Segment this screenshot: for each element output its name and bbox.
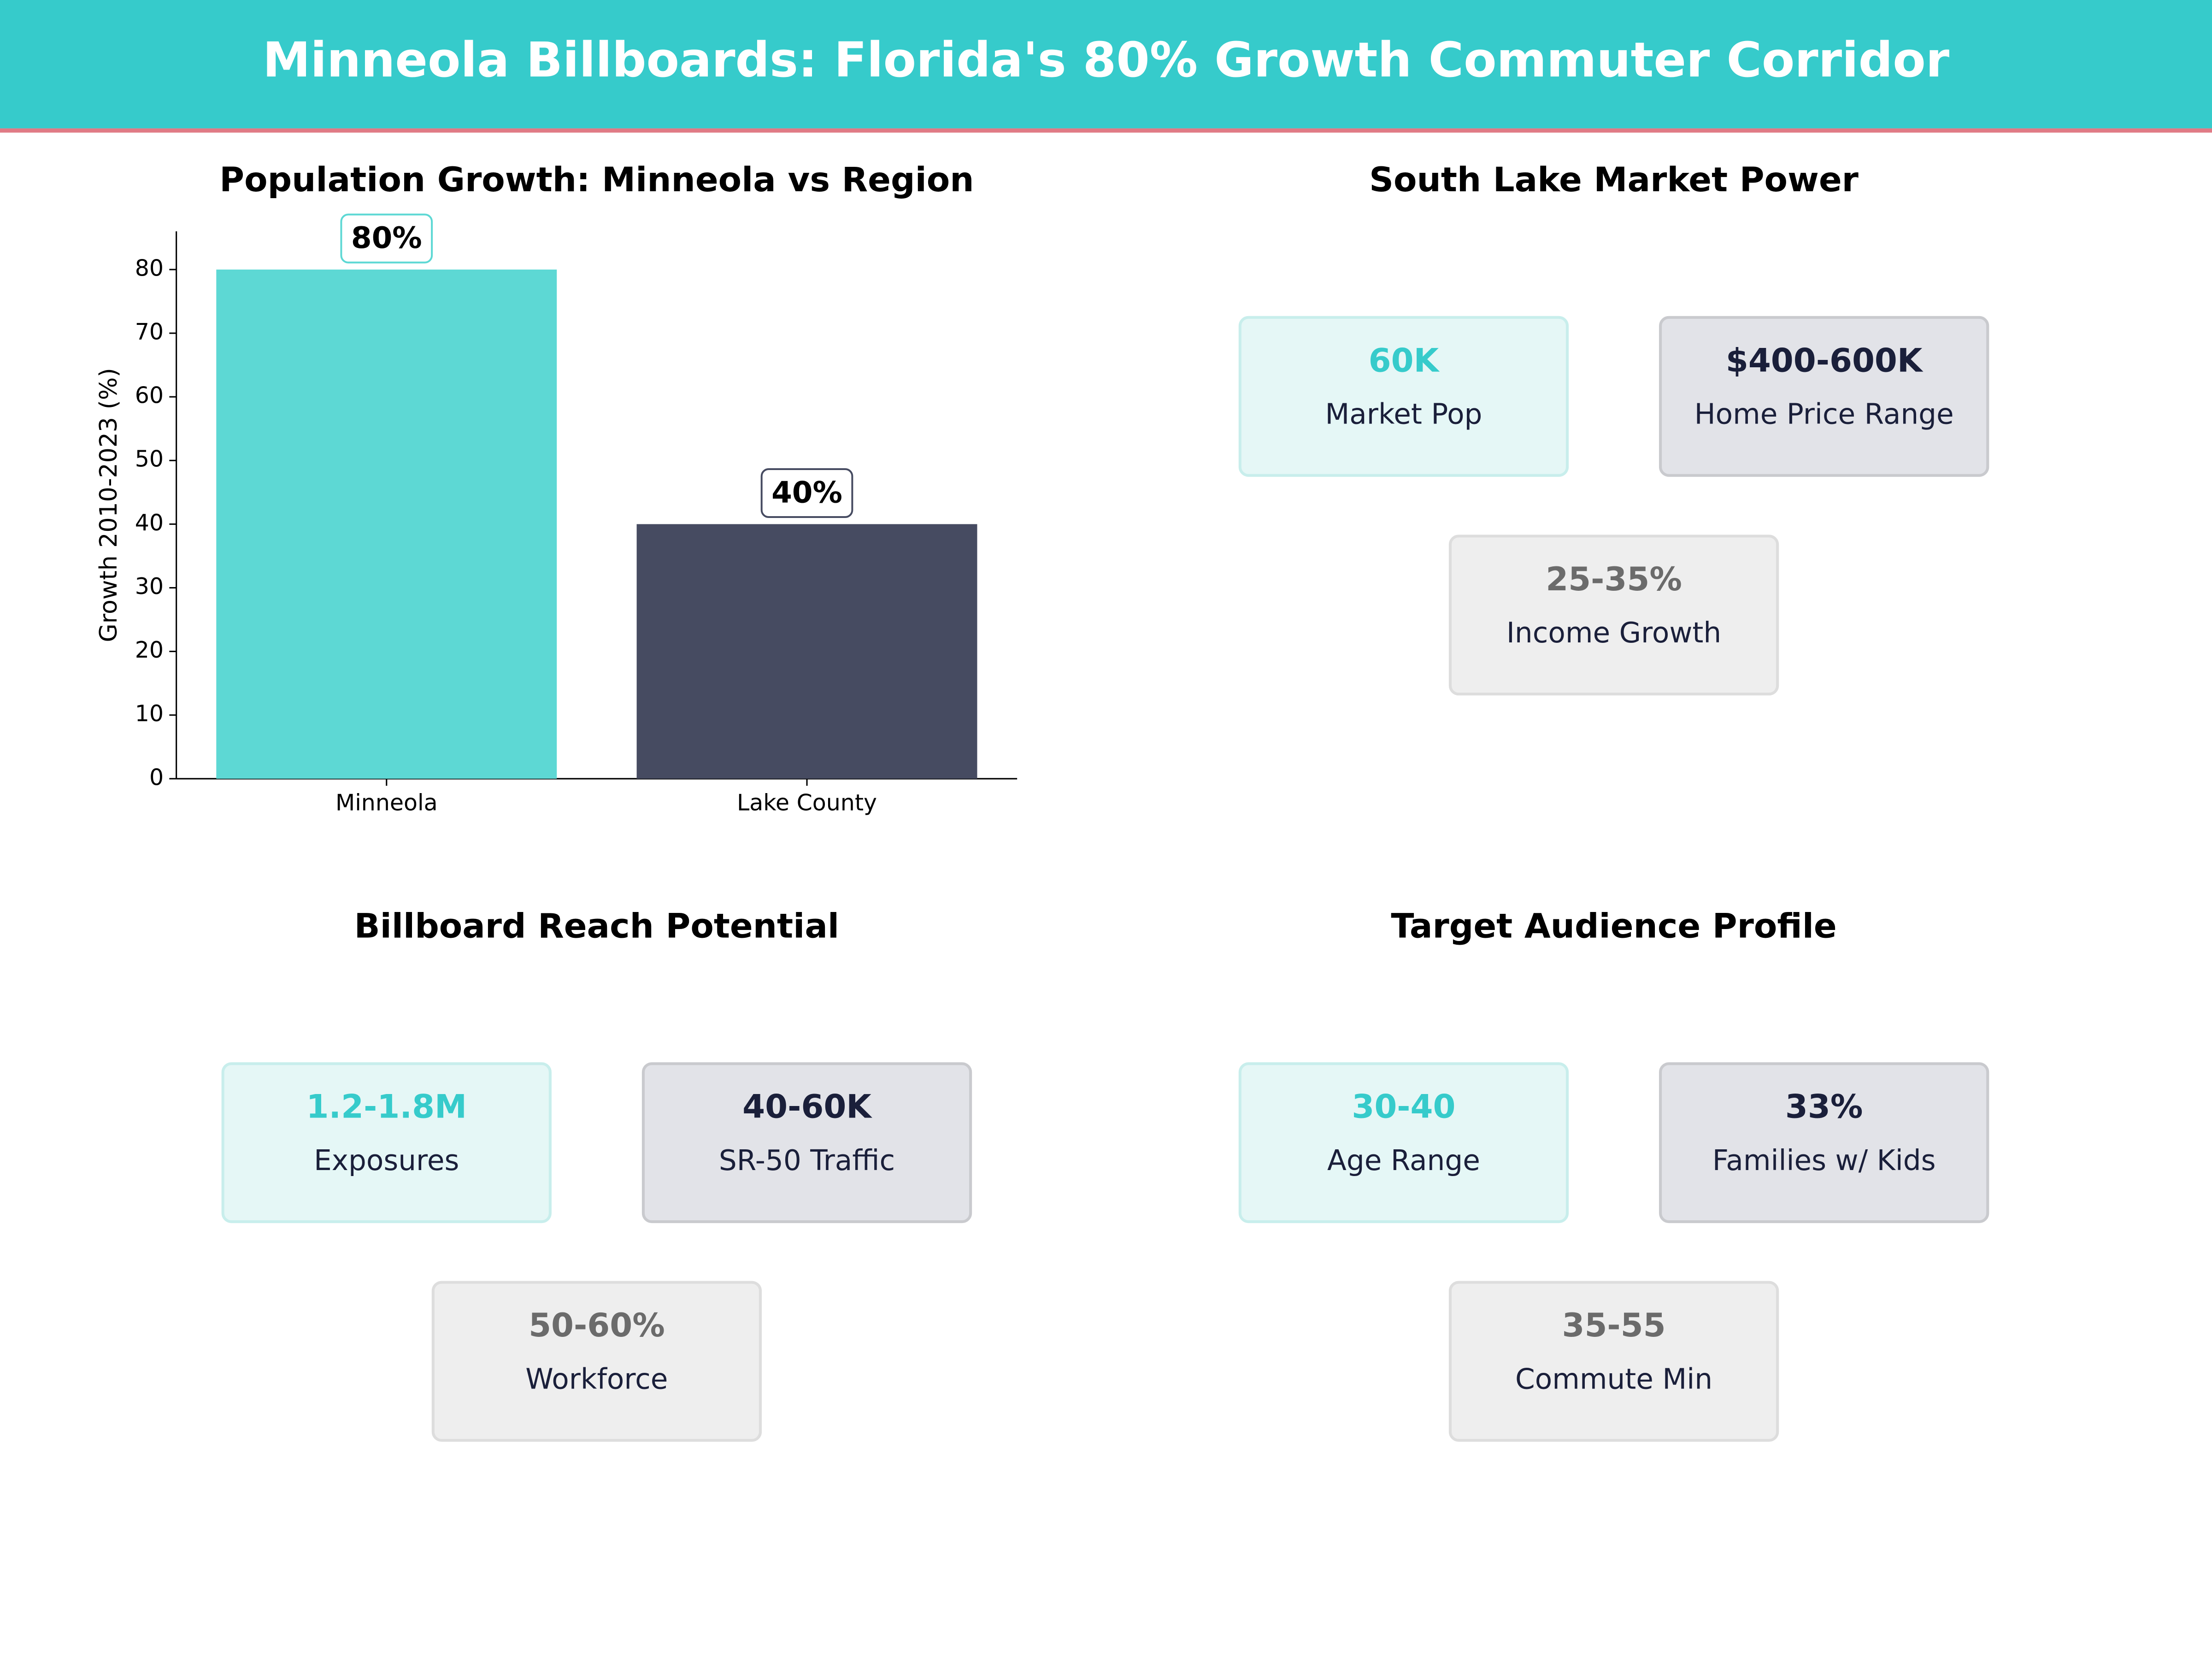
stat-value: 35-55 <box>1562 1306 1665 1344</box>
y-tick-label: 10 <box>135 700 164 727</box>
stat-value: 60K <box>1369 341 1440 379</box>
stat-card <box>1238 316 1569 477</box>
stat-label: Exposures <box>314 1144 459 1177</box>
stat-value: 1.2-1.8M <box>306 1088 467 1126</box>
panel-title: Target Audience Profile <box>1391 906 1836 946</box>
stat-card <box>1448 1281 1779 1442</box>
stat-value: 50-60% <box>529 1306 665 1344</box>
chart-title: Population Growth: Minneola vs Region <box>219 160 974 200</box>
x-tick-label: Minneola <box>335 789 438 816</box>
stat-label: Home Price Range <box>1694 398 1954 431</box>
y-tick-label: 80 <box>135 255 164 281</box>
y-axis-label: Growth 2010-2023 (%) <box>95 368 123 642</box>
stat-label: Market Pop <box>1325 398 1482 431</box>
value-label-box <box>340 213 433 264</box>
value-label: 80% <box>351 221 422 255</box>
stat-label: Commute Min <box>1515 1363 1712 1396</box>
stat-label: SR-50 Traffic <box>719 1144 895 1177</box>
stat-card <box>1659 1062 1989 1224</box>
stat-label: Income Growth <box>1506 617 1721 649</box>
stat-value: 25-35% <box>1546 560 1682 598</box>
bar <box>216 269 557 779</box>
header-band <box>0 0 2212 129</box>
y-tick-label: 40 <box>135 510 164 536</box>
value-label: 40% <box>771 476 842 510</box>
y-tick-label: 30 <box>135 573 164 600</box>
stat-label: Age Range <box>1327 1144 1480 1177</box>
header-rule <box>0 128 2212 133</box>
page-title: Minneola Billboards: Florida's 80% Growt… <box>263 32 1950 88</box>
x-tick-label: Lake County <box>737 789 877 816</box>
stat-card <box>221 1062 552 1224</box>
bar <box>636 524 977 779</box>
stat-value: 33% <box>1785 1088 1863 1126</box>
y-tick-label: 50 <box>135 446 164 472</box>
stat-value: 30-40 <box>1352 1088 1455 1126</box>
panel-title: Billboard Reach Potential <box>354 906 839 946</box>
value-label-box <box>760 468 853 518</box>
panel-title: South Lake Market Power <box>1369 160 1859 200</box>
y-tick-label: 60 <box>135 382 164 409</box>
stat-label: Workforce <box>525 1363 668 1396</box>
stat-card <box>1238 1062 1569 1224</box>
stat-card <box>431 1281 762 1442</box>
stat-value: 40-60K <box>742 1088 872 1126</box>
stat-card <box>1448 535 1779 696</box>
y-tick-label: 20 <box>135 637 164 663</box>
y-tick-label: 0 <box>149 764 164 790</box>
stat-value: $400-600K <box>1726 341 1924 379</box>
y-tick-label: 70 <box>135 319 164 345</box>
stat-card <box>1659 316 1989 477</box>
stat-card <box>641 1062 972 1224</box>
stat-label: Families w/ Kids <box>1712 1144 1936 1177</box>
